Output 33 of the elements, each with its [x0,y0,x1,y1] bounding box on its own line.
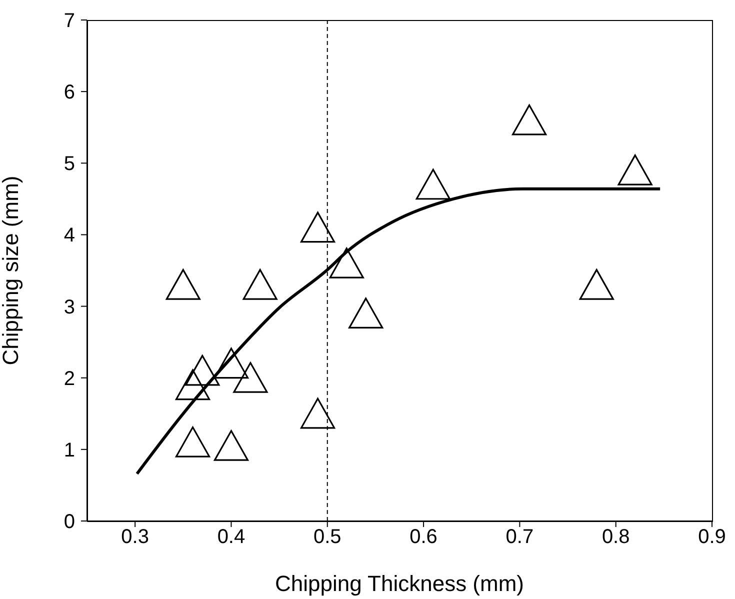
point [214,430,249,461]
point [300,212,336,243]
y-tick-label: 3 [64,296,75,318]
x-tick-label: 0.4 [217,526,246,548]
x-tick-label: 0.7 [506,526,534,548]
x-axis-title: Chipping Thickness (mm) [274,571,524,596]
y-tick-label: 0 [64,511,75,533]
y-axis-title: Chipping size (mm) [0,176,23,366]
point [416,168,450,200]
x-tick-label: 0.6 [410,526,438,548]
point [214,348,249,379]
y-tick-label: 6 [64,82,75,104]
point [175,369,210,400]
x-tick-label: 0.8 [602,526,630,548]
point [300,398,336,429]
y-tick-label: 5 [64,153,75,176]
y-tick-label: 1 [64,439,75,462]
y-tick-label: 4 [64,224,75,247]
point [185,354,220,386]
point [579,269,614,300]
point [233,362,268,393]
point [166,269,200,300]
point [242,269,278,300]
x-tick-label: 0.5 [313,526,342,548]
y-tick-label: 2 [64,368,75,390]
point [175,426,210,458]
x-tick-label: 0.3 [121,526,149,548]
point [329,248,364,278]
y-tick-label: 7 [64,10,75,32]
point [512,104,547,136]
x-tick-label: 0.9 [698,526,726,548]
point [348,298,384,328]
point [618,154,652,186]
